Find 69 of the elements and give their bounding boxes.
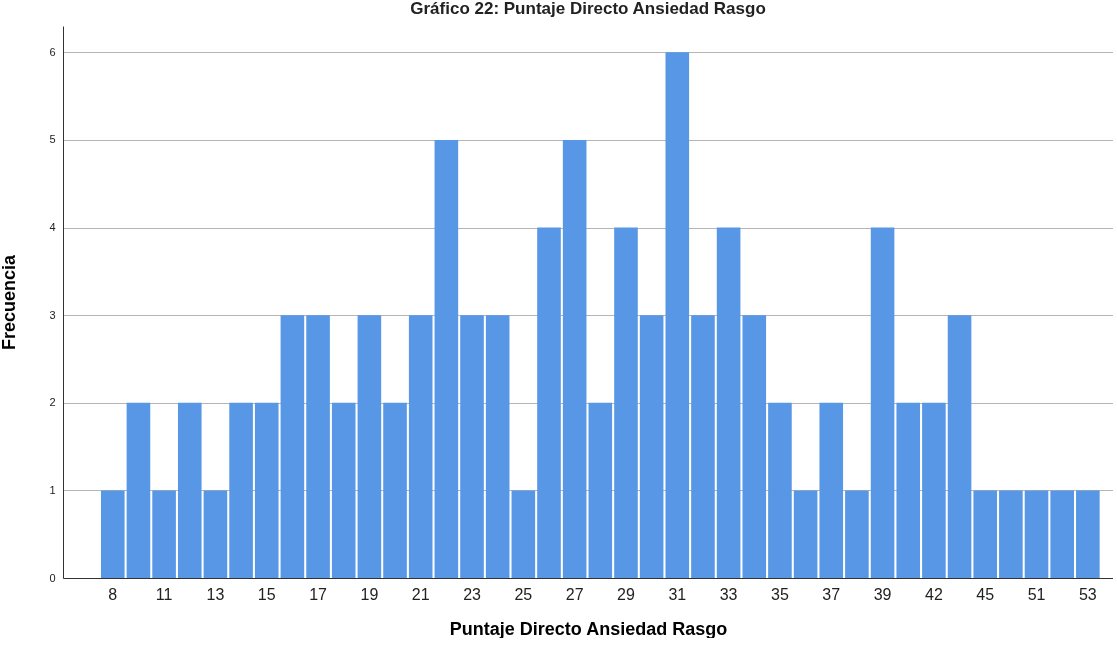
bar [331, 402, 356, 578]
bar [485, 315, 510, 578]
bar [665, 52, 690, 578]
bar [614, 227, 638, 578]
bar [100, 490, 125, 578]
bar [1024, 490, 1049, 578]
bar [716, 227, 741, 578]
bar [537, 227, 561, 578]
bar [1076, 490, 1100, 578]
bar [768, 402, 792, 578]
y-tick-label: 3 [49, 308, 56, 321]
bar [203, 490, 228, 578]
y-tick-label: 2 [49, 396, 56, 409]
x-tick-label: 39 [873, 585, 892, 603]
y-tick-label: 4 [49, 221, 56, 234]
x-tick-label: 11 [155, 585, 173, 603]
x-tick-label: 17 [309, 585, 328, 603]
bar [254, 402, 279, 578]
bar [742, 315, 767, 578]
bar [691, 315, 715, 578]
y-axis-title: Frecuencia [0, 253, 20, 351]
bar [177, 402, 202, 578]
y-tick-label: 6 [49, 45, 56, 58]
bar [845, 490, 869, 578]
bar [152, 490, 176, 578]
x-tick-label: 23 [463, 585, 482, 603]
bar [947, 315, 972, 578]
bar [793, 490, 818, 578]
x-tick-label: 15 [257, 585, 276, 603]
bar [126, 402, 151, 578]
x-tick-label: 31 [668, 585, 687, 603]
x-tick-label: 29 [617, 585, 635, 603]
x-tick-label: 13 [206, 585, 225, 603]
bar [870, 227, 895, 578]
bar [562, 139, 587, 578]
bar [434, 139, 459, 578]
bar [588, 402, 613, 578]
bar [819, 402, 844, 578]
y-tick-label: 5 [49, 133, 56, 146]
bar [922, 402, 946, 578]
x-tick-label: 27 [565, 585, 584, 603]
x-axis-title: Puntaje Directo Ansiedad Rasgo [449, 618, 728, 639]
x-tick-label: 53 [1078, 585, 1097, 603]
y-tick-label: 1 [49, 483, 56, 496]
bar [383, 402, 407, 578]
bar [229, 402, 253, 578]
bar [896, 402, 921, 578]
x-tick-label: 37 [822, 585, 841, 603]
x-tick-label: 35 [771, 585, 789, 603]
x-tick-label: 25 [514, 585, 533, 603]
x-tick-label: 33 [719, 585, 738, 603]
bar [999, 490, 1023, 578]
bar [639, 315, 664, 578]
x-tick-label: 51 [1027, 585, 1046, 603]
x-tick-label: 45 [976, 585, 995, 603]
chart-title: Gráfico 22: Puntaje Directo Ansiedad Rasgo [410, 0, 766, 18]
bar [1050, 490, 1074, 578]
x-tick-label: 8 [108, 585, 118, 603]
bar [408, 315, 433, 578]
x-tick-label: 19 [360, 585, 379, 603]
x-tick-label: 21 [411, 585, 430, 603]
bar [306, 315, 330, 578]
bar [357, 315, 382, 578]
bar [973, 490, 998, 578]
x-tick-label: 42 [925, 585, 943, 603]
bar [511, 490, 536, 578]
bar [460, 315, 484, 578]
y-tick-label: 0 [49, 571, 56, 584]
bar [280, 315, 305, 578]
